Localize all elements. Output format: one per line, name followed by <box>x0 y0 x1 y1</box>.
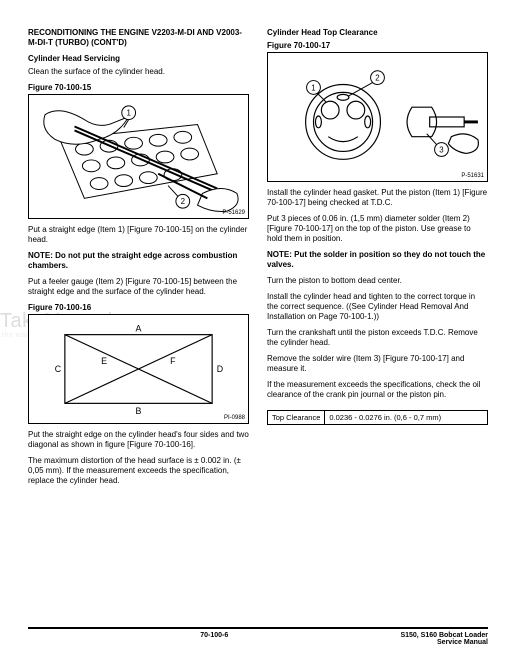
lbl-A: A <box>136 324 142 334</box>
subheading-servicing: Cylinder Head Servicing <box>28 54 249 63</box>
figure-17-label: Figure 70-100-17 <box>267 41 488 50</box>
figure-16: A B C D E F PI-0988 <box>28 314 249 424</box>
c3: 3 <box>439 145 444 154</box>
spec-value: 0.0236 - 0.0276 in. (0,6 - 0,7 mm) <box>325 411 445 424</box>
c2: 2 <box>375 74 379 83</box>
c1: 1 <box>311 83 315 92</box>
para: Turn the crankshaft until the piston exc… <box>267 328 488 348</box>
note: NOTE: Put the solder in position so they… <box>267 250 488 270</box>
para: If the measurement exceeds the specifica… <box>267 380 488 400</box>
note: NOTE: Do not put the straight edge acros… <box>28 251 249 271</box>
callout-2: 2 <box>181 197 185 206</box>
para: Remove the solder wire (Item 3) [Figure … <box>267 354 488 374</box>
lbl-B: B <box>136 406 142 416</box>
footer: 70-100-6 S150, S160 Bobcat Loader Servic… <box>28 627 488 646</box>
footer-right: S150, S160 Bobcat Loader Service Manual <box>400 632 488 646</box>
footer-line2: Service Manual <box>400 639 488 646</box>
figure-15-label: Figure 70-100-15 <box>28 83 249 92</box>
para: Put 3 pieces of 0.06 in. (1,5 mm) diamet… <box>267 214 488 244</box>
lbl-F: F <box>170 356 176 366</box>
para: The maximum distortion of the head surfa… <box>28 456 249 486</box>
subheading-clearance: Cylinder Head Top Clearance <box>267 28 488 37</box>
para: Put the straight edge on the cylinder he… <box>28 430 249 450</box>
para: Turn the piston to bottom dead center. <box>267 276 488 286</box>
lbl-E: E <box>101 356 107 366</box>
page: RECONDITIONING THE ENGINE V2203-M-DI AND… <box>0 0 516 492</box>
figure-16-svg: A B C D E F <box>29 315 248 423</box>
page-number: 70-100-6 <box>200 632 228 646</box>
figure-15-svg: 1 2 <box>29 95 248 218</box>
para: Put a straight edge (Item 1) [Figure 70-… <box>28 225 249 245</box>
para: Install the cylinder head gasket. Put th… <box>267 188 488 208</box>
footer-line1: S150, S160 Bobcat Loader <box>400 632 488 639</box>
lbl-C: C <box>55 364 62 374</box>
lbl-D: D <box>217 364 223 374</box>
right-column: Cylinder Head Top Clearance Figure 70-10… <box>267 28 488 492</box>
para: Clean the surface of the cylinder head. <box>28 67 249 77</box>
para: Put a feeler gauge (Item 2) [Figure 70-1… <box>28 277 249 297</box>
left-column: RECONDITIONING THE ENGINE V2203-M-DI AND… <box>28 28 249 492</box>
section-title: RECONDITIONING THE ENGINE V2203-M-DI AND… <box>28 28 249 48</box>
figure-15: 1 2 P-51629 <box>28 94 249 219</box>
spec-table: Top Clearance 0.0236 - 0.0276 in. (0,6 -… <box>267 410 488 425</box>
figure-17-tag: P-51631 <box>461 173 484 179</box>
spec-label: Top Clearance <box>268 411 325 424</box>
figure-15-tag: P-51629 <box>222 210 245 216</box>
figure-16-label: Figure 70-100-16 <box>28 303 249 312</box>
figure-16-tag: PI-0988 <box>224 415 245 421</box>
callout-1: 1 <box>126 109 130 118</box>
figure-17-svg: 1 2 3 <box>268 53 487 181</box>
para: Install the cylinder head and tighten to… <box>267 292 488 322</box>
figure-17: 1 2 3 P-51631 <box>267 52 488 182</box>
